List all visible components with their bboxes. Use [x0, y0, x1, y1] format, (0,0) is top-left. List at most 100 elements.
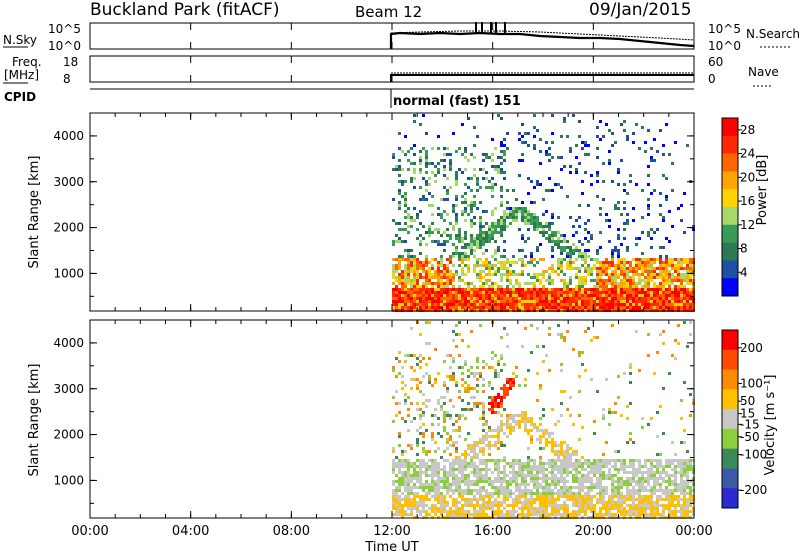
velocity-cell — [407, 513, 410, 516]
power-cell — [503, 306, 506, 309]
velocity-cell — [479, 441, 482, 444]
velocity-cell — [662, 465, 665, 468]
power-cell — [638, 303, 641, 306]
velocity-cell — [413, 492, 416, 495]
velocity-cell — [518, 501, 521, 504]
power-cell — [491, 186, 494, 189]
velocity-cell — [620, 462, 623, 465]
velocity-cell — [650, 492, 653, 495]
power-cell — [551, 141, 554, 144]
power-cell — [485, 279, 488, 282]
power-cell — [425, 303, 428, 306]
velocity-cell — [689, 462, 692, 465]
velocity-cell — [458, 513, 461, 516]
velocity-cell — [479, 492, 482, 495]
velocity-cell — [659, 477, 662, 480]
power-cell — [521, 297, 524, 300]
power-cell — [515, 297, 518, 300]
power-cell — [488, 240, 491, 243]
power-cell — [521, 123, 524, 126]
velocity-cell — [581, 426, 584, 429]
velocity-cell — [413, 486, 416, 489]
velocity-cell — [602, 453, 605, 456]
velocity-cell — [434, 471, 437, 474]
power-cell — [503, 303, 506, 306]
velocity-cell — [491, 402, 494, 405]
power-cell — [632, 141, 635, 144]
velocity-cell — [518, 489, 521, 492]
velocity-cell — [527, 510, 530, 513]
velocity-cell — [437, 486, 440, 489]
power-cell — [404, 276, 407, 279]
velocity-cell — [650, 459, 653, 462]
power-cell — [521, 219, 524, 222]
power-cell — [482, 270, 485, 273]
power-cell — [398, 258, 401, 261]
power-cell — [491, 177, 494, 180]
velocity-cell — [593, 465, 596, 468]
power-cell — [401, 288, 404, 291]
power-cell — [449, 303, 452, 306]
velocity-cell — [536, 465, 539, 468]
power-cell — [425, 288, 428, 291]
velocity-cell — [482, 423, 485, 426]
power-cell — [497, 156, 500, 159]
power-cell — [665, 306, 668, 309]
velocity-cell — [551, 480, 554, 483]
velocity-cell — [443, 498, 446, 501]
power-cell — [584, 171, 587, 174]
velocity-cell — [659, 486, 662, 489]
power-cell — [500, 201, 503, 204]
velocity-cell — [404, 471, 407, 474]
power-cell — [488, 273, 491, 276]
velocity-cell — [689, 465, 692, 468]
power-cell — [416, 273, 419, 276]
velocity-cell — [551, 501, 554, 504]
power-cell — [488, 231, 491, 234]
velocity-cell — [464, 390, 467, 393]
power-cell — [515, 288, 518, 291]
velocity-cell — [551, 483, 554, 486]
power-cell — [545, 297, 548, 300]
velocity-cell — [506, 393, 509, 396]
power-cell — [566, 135, 569, 138]
power-cell — [401, 279, 404, 282]
power-cell — [641, 231, 644, 234]
velocity-cell — [482, 507, 485, 510]
power-cell — [527, 261, 530, 264]
velocity-cell — [470, 471, 473, 474]
velocity-cell — [533, 480, 536, 483]
velocity-cell — [575, 495, 578, 498]
power-cell — [473, 300, 476, 303]
velocity-cell — [656, 495, 659, 498]
power-cell — [623, 264, 626, 267]
power-cell — [617, 171, 620, 174]
power-cell — [440, 234, 443, 237]
power-cell — [422, 288, 425, 291]
power-cell — [491, 234, 494, 237]
power-cell — [650, 273, 653, 276]
power-cell — [473, 174, 476, 177]
velocity-cell — [554, 462, 557, 465]
power-cell — [455, 294, 458, 297]
power-cell — [677, 261, 680, 264]
velocity-cell — [686, 450, 689, 453]
power-cell — [545, 237, 548, 240]
velocity-cell — [488, 366, 491, 369]
power-cell — [617, 255, 620, 258]
power-cell — [446, 264, 449, 267]
power-cell — [662, 288, 665, 291]
power-cell — [671, 300, 674, 303]
power-cell — [527, 300, 530, 303]
velocity-cell — [497, 513, 500, 516]
power-cell — [506, 306, 509, 309]
velocity-cell — [473, 513, 476, 516]
power-cell — [590, 237, 593, 240]
velocity-cell — [605, 507, 608, 510]
velocity-cell — [446, 411, 449, 414]
power-cell — [620, 306, 623, 309]
velocity-cell — [410, 402, 413, 405]
power-cell — [632, 297, 635, 300]
power-cell — [530, 213, 533, 216]
velocity-cell — [440, 477, 443, 480]
